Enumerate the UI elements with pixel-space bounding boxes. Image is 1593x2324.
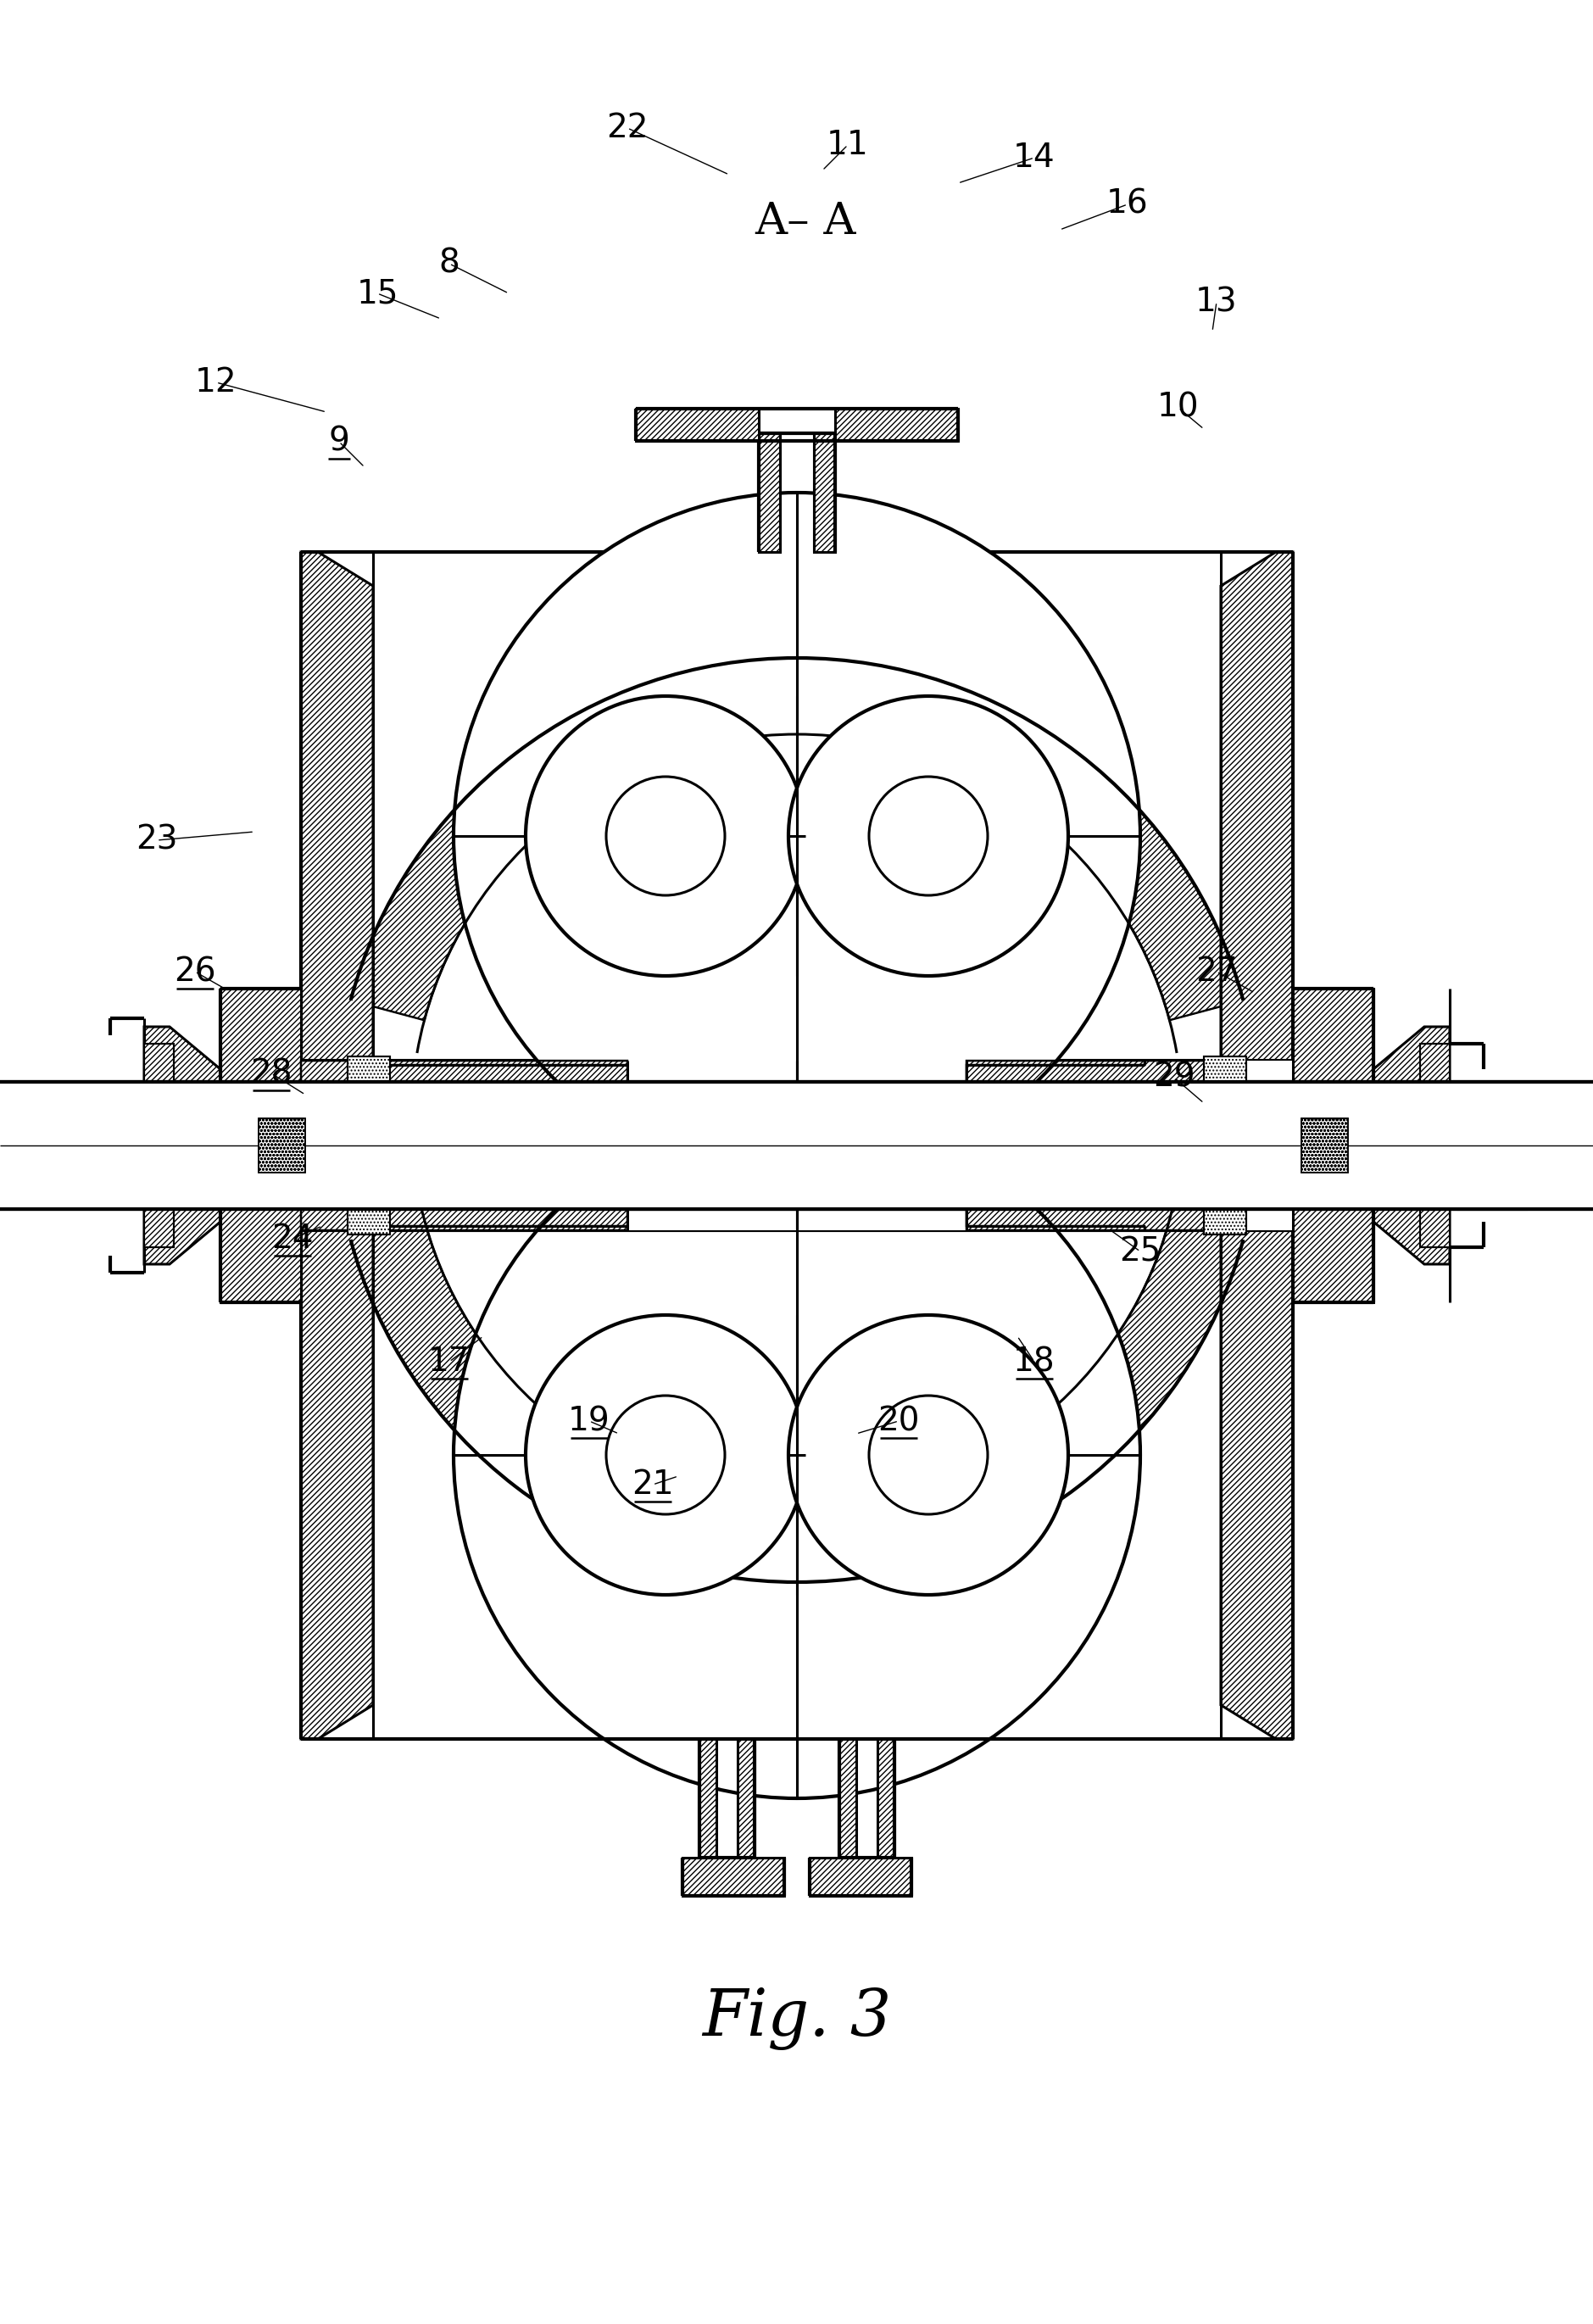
Polygon shape	[46, 1122, 57, 1169]
Polygon shape	[840, 1738, 857, 1857]
Polygon shape	[1419, 1043, 1450, 1099]
Polygon shape	[89, 1085, 143, 1204]
Text: Fig. 3: Fig. 3	[703, 1987, 892, 2050]
Polygon shape	[1458, 1083, 1526, 1208]
Text: 12: 12	[196, 367, 237, 397]
Bar	[347, 1208, 390, 1234]
Polygon shape	[143, 1027, 220, 1264]
Bar	[301, 1060, 1294, 1229]
Circle shape	[870, 1397, 988, 1515]
Bar	[594, 1083, 1000, 1208]
Bar	[1204, 1208, 1246, 1234]
Polygon shape	[350, 1220, 1243, 1583]
Circle shape	[526, 697, 806, 976]
Text: 21: 21	[632, 1469, 674, 1501]
Circle shape	[454, 493, 1141, 1178]
Bar	[373, 1229, 1220, 1738]
Polygon shape	[814, 432, 835, 553]
Text: 29: 29	[1153, 1062, 1195, 1095]
Polygon shape	[967, 1060, 1220, 1229]
Polygon shape	[6, 1122, 16, 1169]
Text: 27: 27	[1195, 955, 1238, 988]
Bar	[347, 1057, 390, 1083]
Circle shape	[607, 776, 725, 895]
Bar	[0, 1083, 1593, 1208]
Polygon shape	[0, 1122, 6, 1169]
Text: 13: 13	[1195, 286, 1238, 318]
Polygon shape	[682, 1857, 784, 1896]
Text: 18: 18	[1013, 1346, 1055, 1378]
Bar	[0, 1083, 1593, 1208]
Polygon shape	[350, 658, 1243, 1020]
Polygon shape	[1301, 1118, 1348, 1174]
Text: 9: 9	[328, 425, 349, 458]
Polygon shape	[25, 1122, 37, 1169]
Circle shape	[526, 1315, 806, 1594]
Text: 24: 24	[271, 1222, 314, 1255]
Polygon shape	[220, 988, 301, 1301]
Polygon shape	[301, 1060, 628, 1229]
Polygon shape	[373, 1060, 628, 1229]
Polygon shape	[1294, 988, 1373, 1301]
Text: 11: 11	[827, 128, 868, 160]
Polygon shape	[1419, 1192, 1450, 1248]
Polygon shape	[57, 1122, 67, 1169]
Polygon shape	[301, 1229, 373, 1738]
Text: A– A: A– A	[755, 200, 855, 244]
Polygon shape	[878, 1738, 894, 1857]
Text: 25: 25	[1120, 1236, 1161, 1267]
Text: 14: 14	[1013, 142, 1055, 174]
Circle shape	[607, 1397, 725, 1515]
Text: 8: 8	[438, 249, 460, 279]
Polygon shape	[636, 409, 758, 442]
Polygon shape	[143, 1192, 174, 1248]
Polygon shape	[835, 409, 957, 442]
Polygon shape	[699, 1738, 717, 1857]
Text: 19: 19	[569, 1406, 610, 1436]
Text: 22: 22	[607, 112, 648, 144]
Polygon shape	[1373, 1027, 1450, 1264]
Polygon shape	[967, 1060, 1220, 1229]
Text: 15: 15	[357, 277, 398, 309]
Text: 17: 17	[429, 1346, 470, 1378]
Polygon shape	[258, 1118, 306, 1174]
Polygon shape	[67, 1122, 76, 1169]
Polygon shape	[143, 1043, 174, 1099]
Polygon shape	[809, 1857, 911, 1896]
Text: 20: 20	[878, 1406, 919, 1436]
Circle shape	[789, 697, 1069, 976]
Bar	[1204, 1057, 1246, 1083]
Polygon shape	[738, 1738, 755, 1857]
Circle shape	[454, 1111, 1141, 1799]
Polygon shape	[1220, 553, 1294, 1060]
Text: 23: 23	[135, 825, 178, 855]
Text: 10: 10	[1158, 393, 1200, 423]
Polygon shape	[1220, 1229, 1294, 1738]
Polygon shape	[758, 432, 781, 553]
Circle shape	[870, 776, 988, 895]
Polygon shape	[16, 1122, 25, 1169]
Text: 16: 16	[1107, 188, 1149, 221]
Bar	[373, 553, 1220, 1060]
Polygon shape	[37, 1122, 46, 1169]
Bar	[301, 553, 1294, 1738]
Polygon shape	[76, 1122, 88, 1169]
Text: 26: 26	[174, 955, 217, 988]
Circle shape	[454, 493, 1141, 1178]
Polygon shape	[301, 553, 373, 1060]
Text: 28: 28	[250, 1057, 292, 1090]
Circle shape	[789, 1315, 1069, 1594]
